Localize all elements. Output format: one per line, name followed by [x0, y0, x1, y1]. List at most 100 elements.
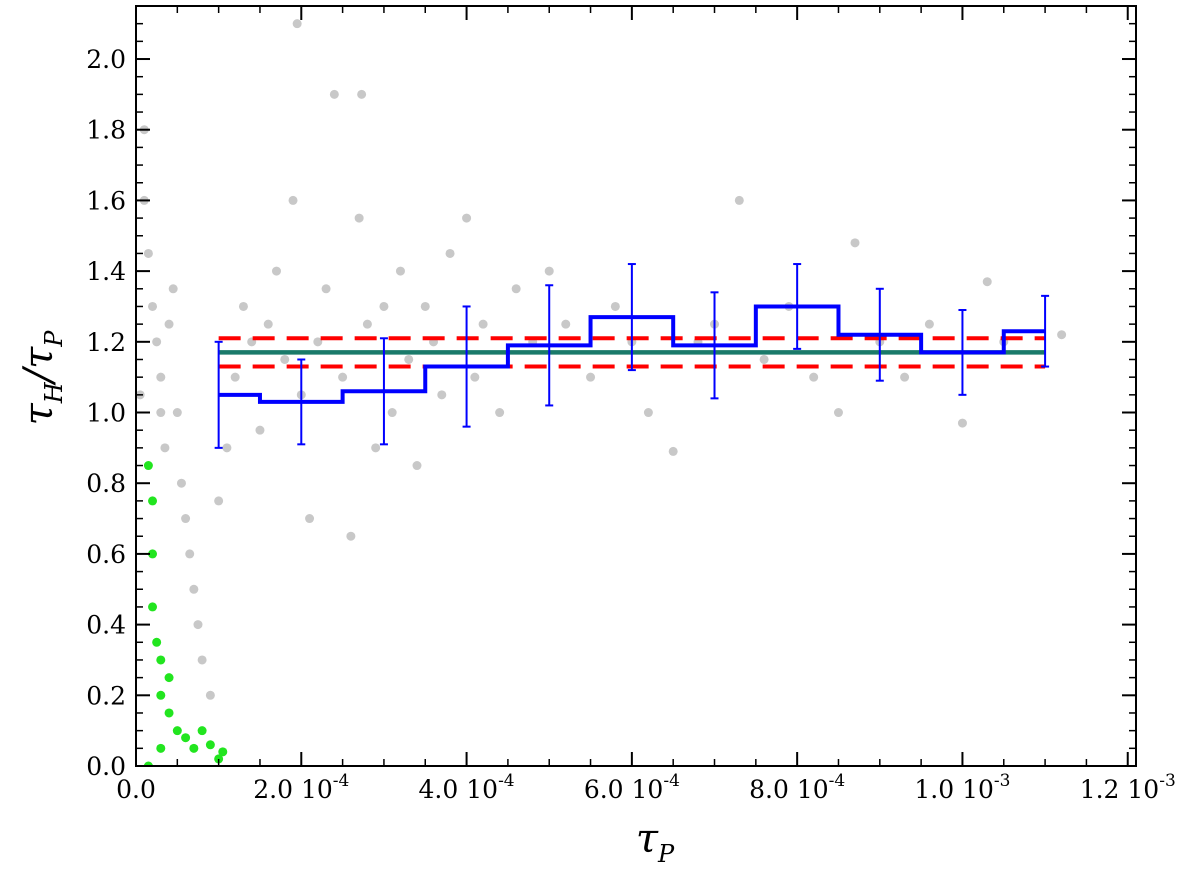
plot-frame	[135, 5, 1137, 767]
scatter-point-0-11	[172, 408, 182, 418]
scatter-point-0-51	[495, 408, 505, 418]
scatter-point-1-2	[148, 549, 158, 559]
scatter-point-1-3	[148, 602, 158, 612]
scatter-point-0-7	[156, 408, 166, 418]
scatter-point-1-6	[156, 690, 166, 700]
scatter-point-0-36	[354, 213, 364, 223]
scatter-point-0-13	[181, 514, 191, 524]
scatter-point-0-72	[957, 418, 967, 428]
scatter-point-0-75	[1057, 330, 1067, 340]
scatter-point-1-5	[156, 655, 166, 665]
scatter-point-0-76	[292, 19, 302, 29]
scatter-point-1-10	[189, 743, 199, 753]
scatter-point-0-42	[404, 354, 414, 364]
y-axis-label: τH/τP	[16, 330, 68, 426]
scatter-point-0-68	[850, 238, 860, 248]
scatter-point-0-50	[478, 319, 488, 329]
scatter-point-0-67	[833, 408, 843, 418]
scatter-point-1-8	[172, 726, 182, 736]
y-tick-label-6: 1.2	[86, 328, 126, 357]
scatter-point-0-19	[214, 496, 224, 506]
error-bars	[214, 263, 1050, 449]
scatter-point-0-37	[362, 319, 372, 329]
scatter-point-0-12	[176, 478, 186, 488]
scatter-point-0-3	[143, 248, 153, 258]
x-tick-label-0: 0.0	[116, 775, 156, 804]
y-tick-label-9: 1.8	[86, 116, 126, 145]
scatter-point-0-26	[271, 266, 281, 276]
scatter-point-0-20	[222, 443, 232, 453]
scatter-point-0-27	[280, 354, 290, 364]
y-tick-label-7: 1.4	[86, 257, 126, 286]
scatter-point-0-17	[197, 655, 207, 665]
y-tick-label-10: 2.0	[86, 45, 126, 74]
scatter-point-0-28	[288, 195, 298, 205]
scatter-point-0-14	[185, 549, 195, 559]
scatter-point-1-7	[164, 708, 174, 718]
scatter-point-0-38	[371, 443, 381, 453]
y-tick-label-4: 0.8	[86, 469, 126, 498]
scatter-point-0-9	[164, 319, 174, 329]
scatter-point-0-8	[160, 443, 170, 453]
scatter-point-0-15	[189, 584, 199, 594]
scatter-point-0-55	[561, 319, 571, 329]
scatter-point-0-40	[387, 408, 397, 418]
scatter-point-1-17	[164, 673, 174, 683]
scatter-point-0-10	[168, 284, 178, 294]
scatter-point-0-48	[462, 213, 472, 223]
scatter-point-1-14	[218, 747, 228, 757]
scatter-point-0-49	[470, 372, 480, 382]
scatter-series-1	[143, 461, 228, 766]
x-axis-label: τP	[636, 816, 675, 868]
scatter-point-0-43	[412, 461, 422, 471]
scatter-point-0-59	[643, 408, 653, 418]
scatter-point-0-16	[193, 620, 203, 630]
scatter-point-0-73	[982, 277, 992, 287]
scatter-point-0-30	[305, 514, 315, 524]
scatter-point-0-18	[205, 690, 215, 700]
scatter-point-1-13	[214, 754, 224, 764]
scatter-point-0-21	[230, 372, 240, 382]
scatter-point-1-1	[148, 496, 158, 506]
scatter-point-0-56	[586, 372, 596, 382]
scatter-point-0-64	[759, 354, 769, 364]
scatter-point-0-57	[610, 301, 620, 311]
scatter-point-0-39	[379, 301, 389, 311]
scatter-point-0-66	[809, 372, 819, 382]
scatter-point-0-33	[329, 89, 339, 99]
scatter-point-0-63	[734, 195, 744, 205]
y-tick-label-5: 1.0	[86, 399, 126, 428]
axis-ticks	[135, 6, 1136, 767]
scatter-point-0-32	[321, 284, 331, 294]
scatter-point-0-70	[900, 372, 910, 382]
scatter-point-0-5	[152, 337, 162, 347]
scatter-point-0-77	[357, 89, 367, 99]
scatter-point-1-16	[156, 743, 166, 753]
scatter-point-1-9	[181, 733, 191, 743]
x-tick-label-5: 1.0 10-3	[914, 771, 1010, 804]
scatter-point-1-15	[143, 761, 153, 766]
scatter-point-0-6	[156, 372, 166, 382]
scatter-point-0-25	[263, 319, 273, 329]
scatter-point-0-47	[445, 248, 455, 258]
x-tick-label-1: 2.0 10-4	[253, 771, 349, 804]
y-tick-label-8: 1.6	[86, 186, 126, 215]
scatter-point-0-71	[924, 319, 934, 329]
y-tick-label-1: 0.2	[86, 681, 126, 710]
scatter-point-0-24	[255, 425, 265, 435]
scatter-point-0-34	[338, 372, 348, 382]
plot-area	[136, 19, 1067, 766]
y-tick-label-0: 0.0	[86, 752, 126, 781]
scatter-point-0-31	[313, 337, 323, 347]
scatter-point-0-4	[148, 301, 158, 311]
x-tick-label-4: 8.0 10-4	[749, 771, 845, 804]
scatter-point-0-41	[395, 266, 405, 276]
scatter-point-1-11	[197, 726, 207, 736]
y-tick-label-2: 0.4	[86, 611, 126, 640]
scatter-point-0-52	[511, 284, 521, 294]
x-tick-label-2: 4.0 10-4	[419, 771, 515, 804]
scatter-point-0-46	[437, 390, 447, 400]
scatter-point-0-60	[668, 446, 678, 456]
scatter-point-0-54	[544, 266, 554, 276]
